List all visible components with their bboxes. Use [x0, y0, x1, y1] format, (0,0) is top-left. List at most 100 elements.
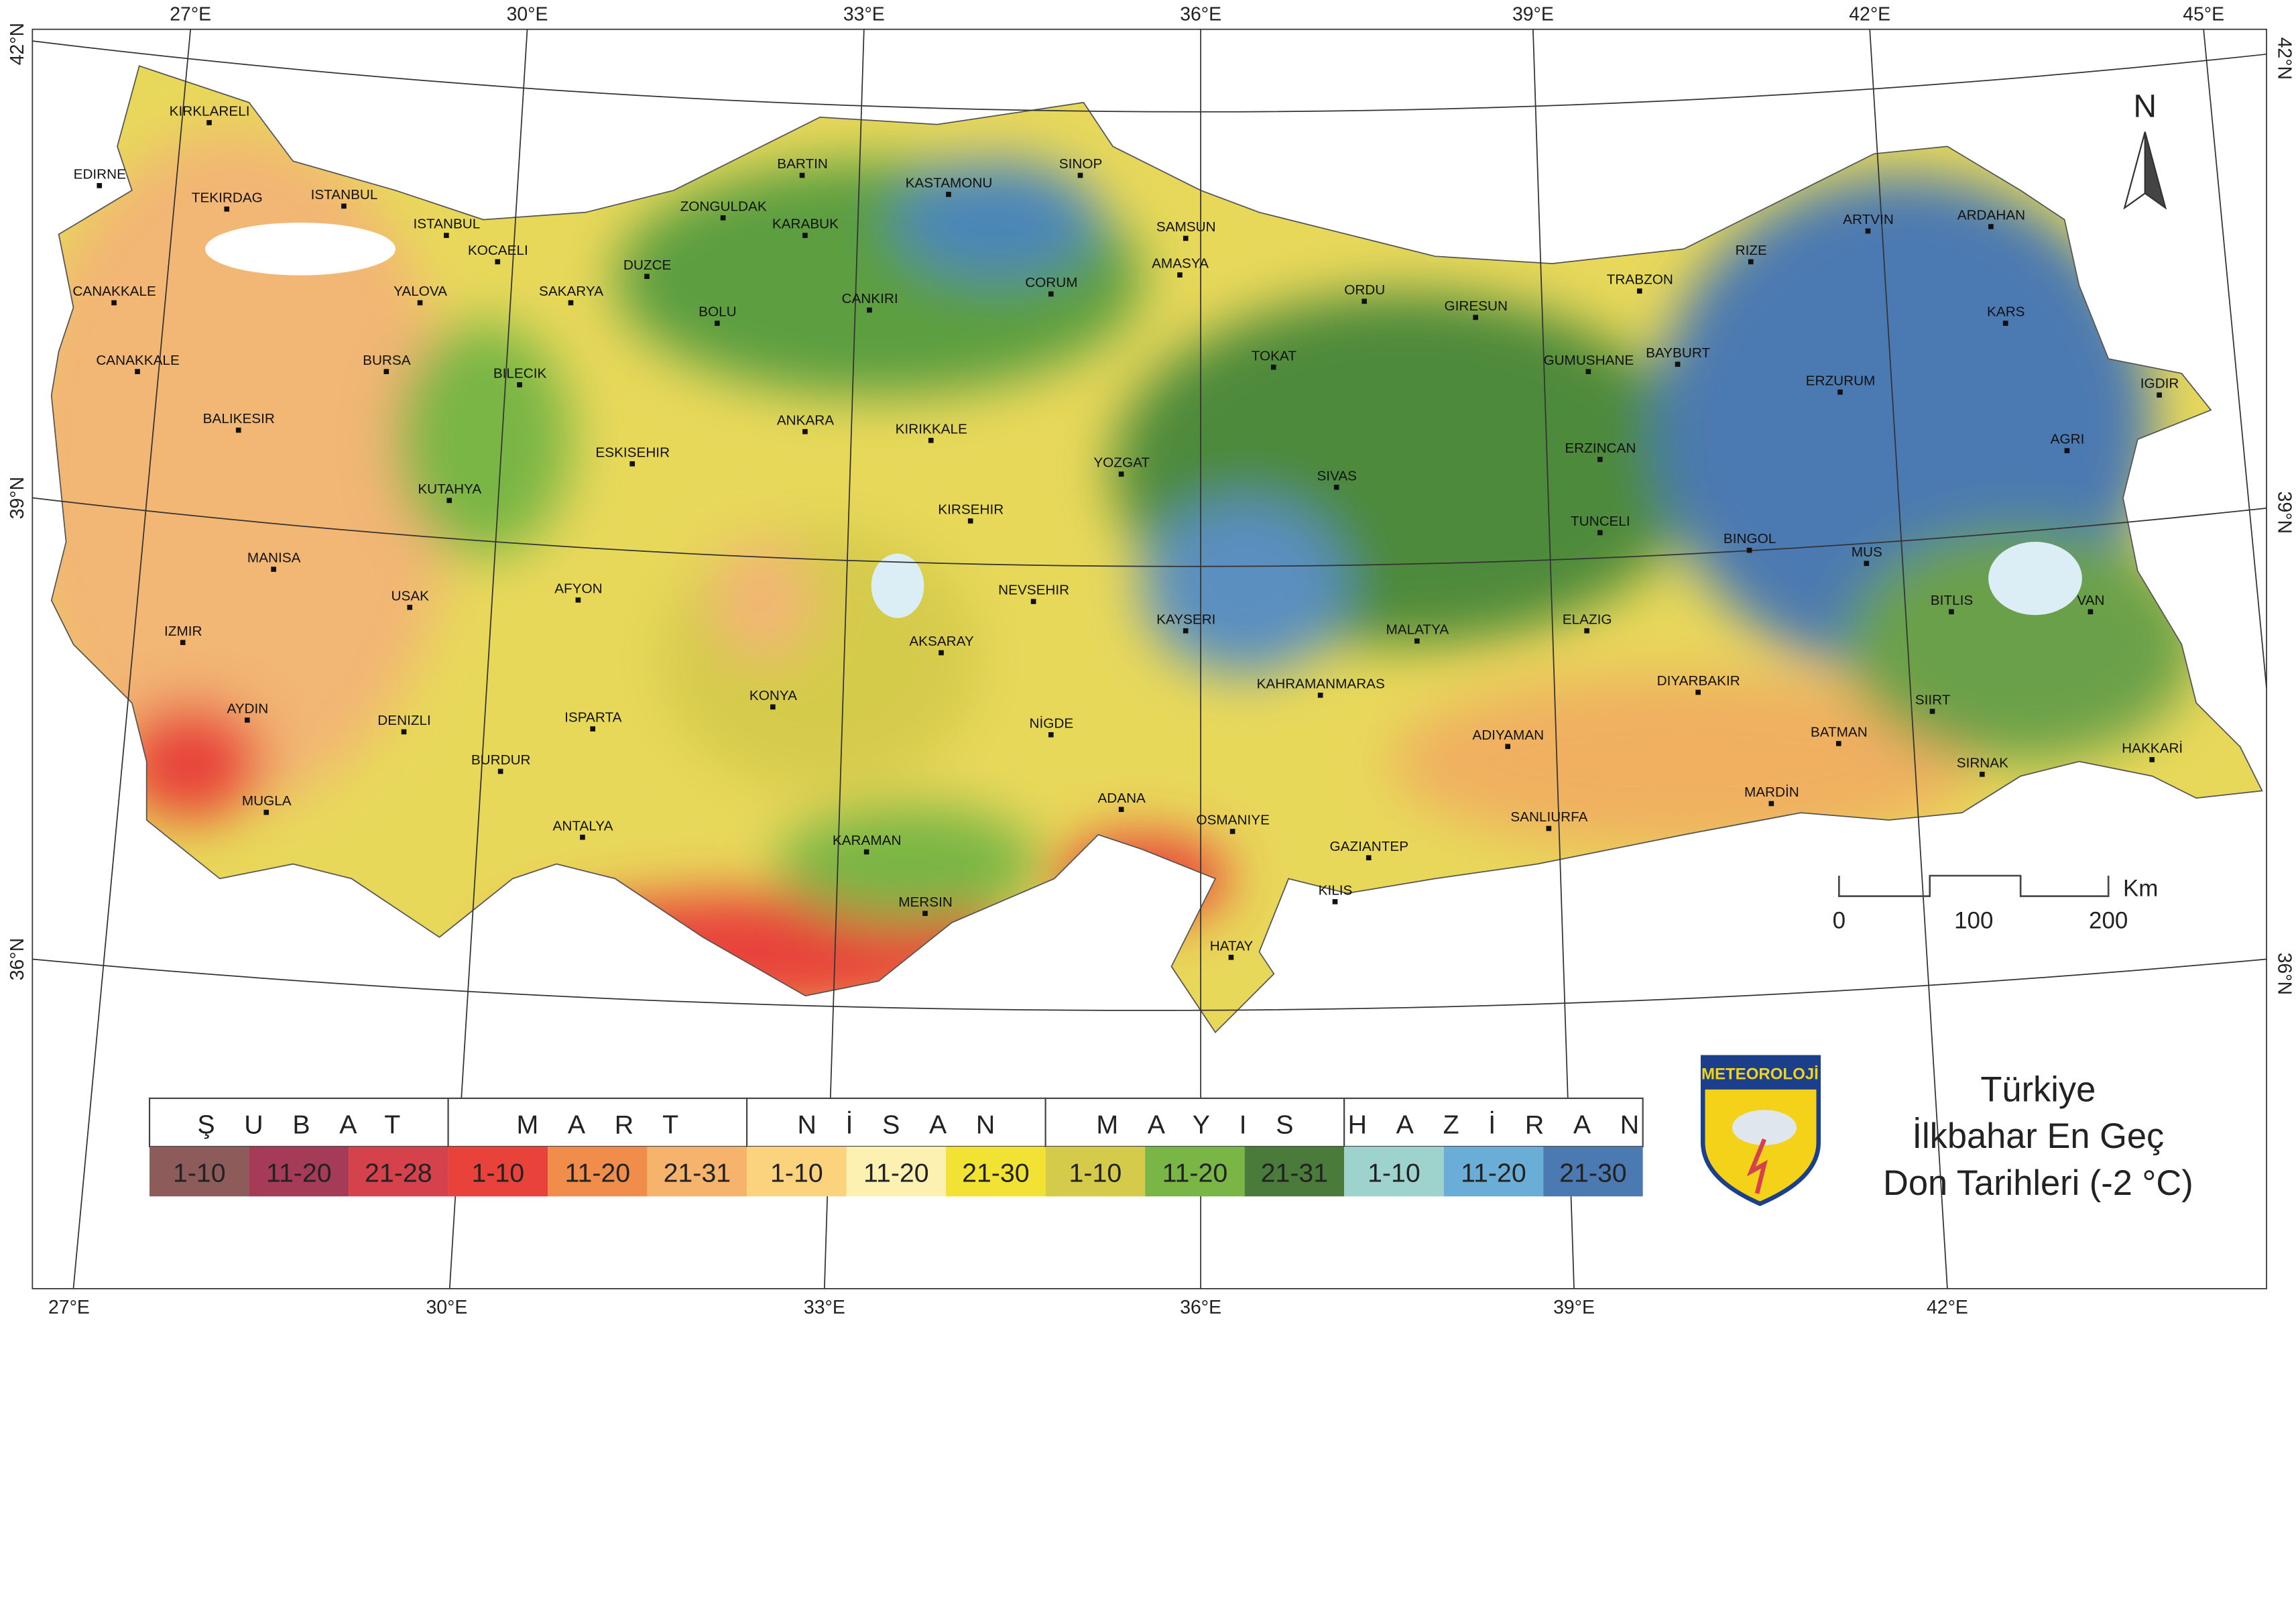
legend-swatch	[1543, 1147, 1643, 1197]
city-label: DENIZLI	[377, 713, 431, 728]
city-label: MANISA	[247, 550, 301, 566]
legend-range: 1-10	[173, 1158, 226, 1187]
city-label: ELAZIG	[1563, 612, 1612, 627]
city-label: MERSIN	[898, 894, 953, 910]
city-label: EDIRNE	[74, 166, 126, 182]
city-marker	[135, 369, 140, 374]
city-marker	[97, 182, 103, 188]
graticule-label: 36°N	[2274, 953, 2295, 995]
city-marker	[111, 300, 117, 306]
city-label: TUNCELI	[1571, 514, 1630, 529]
legend-range: 11-20	[1461, 1158, 1526, 1187]
city-marker	[863, 849, 869, 855]
scale-bar: 0 100 200 Km	[1833, 874, 2158, 934]
city-label: DUZCE	[623, 257, 671, 273]
legend-month-cell	[447, 1097, 748, 1148]
graticule-label: 42°N	[7, 23, 28, 65]
city-label: SIIRT	[1915, 692, 1951, 707]
city-marker	[407, 604, 413, 610]
city-marker	[2064, 448, 2070, 453]
city-label: BURDUR	[471, 752, 531, 768]
graticule-label: 39°E	[1512, 4, 1554, 25]
city-marker	[1675, 361, 1681, 367]
city-label: ARTVIN	[1843, 212, 1894, 227]
city-marker	[383, 369, 389, 374]
legend-swatch	[349, 1147, 448, 1197]
city-marker	[1597, 530, 1603, 536]
city-label: KIRKLARELI	[170, 104, 250, 119]
legend-swatch	[548, 1147, 648, 1197]
city-marker	[967, 518, 973, 524]
city-marker	[1746, 547, 1752, 553]
city-marker	[1835, 741, 1841, 746]
legend-swatch	[1344, 1147, 1444, 1197]
city-label: KILIS	[1319, 882, 1353, 898]
city-label: CANAKKALE	[96, 353, 179, 368]
city-marker	[235, 427, 241, 433]
city-marker	[1177, 272, 1183, 278]
city-label: ANTALYA	[553, 818, 613, 833]
city-marker	[1183, 235, 1189, 241]
city-label: ERZINCAN	[1565, 441, 1636, 456]
city-marker	[263, 809, 269, 815]
legend-range: 21-30	[962, 1158, 1030, 1187]
graticule-label: 42°E	[1849, 4, 1890, 25]
legend-range: 11-20	[863, 1158, 929, 1187]
scale-line	[1838, 874, 2110, 897]
city-marker	[568, 300, 574, 306]
city-marker	[444, 233, 449, 238]
city-label: TEKIRDAG	[192, 190, 263, 205]
city-label: ISPARTA	[564, 710, 621, 726]
city-label: ARDAHAN	[1957, 208, 2025, 223]
city-marker	[1864, 561, 1870, 567]
legend-range: 21-30	[1559, 1158, 1627, 1187]
city-marker	[1748, 259, 1754, 265]
city-label: CANKIRI	[841, 291, 898, 306]
city-label: ISTANBUL	[413, 217, 480, 232]
city-label: ORDU	[1344, 282, 1385, 298]
city-marker	[1048, 291, 1054, 297]
legend-month-cell	[1343, 1097, 1644, 1148]
city-marker	[580, 834, 585, 840]
city-label: BALIKESIR	[203, 411, 275, 426]
city-marker	[715, 321, 720, 326]
city-label: RIZE	[1736, 243, 1767, 258]
legend-range: 1-10	[471, 1158, 524, 1187]
legend-range: 21-28	[365, 1158, 432, 1187]
north-label: N	[2133, 89, 2157, 125]
city-marker	[497, 768, 503, 774]
city-marker	[1414, 638, 1420, 644]
city-labels: KIRKLARELI EDIRNE TEKIRDAG ISTANBUL ISTANBUL…	[72, 104, 2183, 960]
city-label: BOLU	[699, 304, 736, 320]
city-marker	[1695, 689, 1701, 695]
scale-label: 0	[1833, 908, 1846, 934]
legend-swatch	[846, 1147, 947, 1197]
graticule-label: 27°E	[170, 4, 211, 25]
city-label: TRABZON	[1607, 272, 1673, 288]
city-label: DIYARBAKIR	[1657, 673, 1740, 689]
city-marker	[206, 120, 212, 125]
legend-range: 21-31	[664, 1158, 731, 1187]
city-label: KAYSERI	[1156, 612, 1215, 627]
city-marker	[928, 438, 934, 443]
city-marker	[417, 300, 423, 306]
city-label: HAKKARİ	[2122, 741, 2183, 756]
scale-unit: Km	[2123, 876, 2158, 902]
city-marker	[1270, 364, 1276, 370]
city-label: USAK	[391, 588, 430, 603]
city-marker	[1837, 389, 1843, 395]
city-label: BITLIS	[1931, 593, 1973, 608]
city-label: TOKAT	[1252, 348, 1297, 363]
city-marker	[1048, 732, 1054, 738]
graticule-label: 45°E	[2183, 4, 2224, 25]
city-marker	[720, 215, 726, 221]
legend-month: HAZİRAN	[1348, 1110, 1669, 1139]
city-marker	[1362, 298, 1368, 304]
city-label: IZMIR	[164, 624, 202, 639]
city-label: KARABUK	[772, 217, 839, 232]
legend-swatch	[149, 1147, 249, 1197]
graticule-label: 39°E	[1553, 1297, 1595, 1318]
city-marker	[245, 717, 250, 723]
city-label: BURSA	[363, 353, 411, 368]
city-marker	[1317, 693, 1323, 698]
